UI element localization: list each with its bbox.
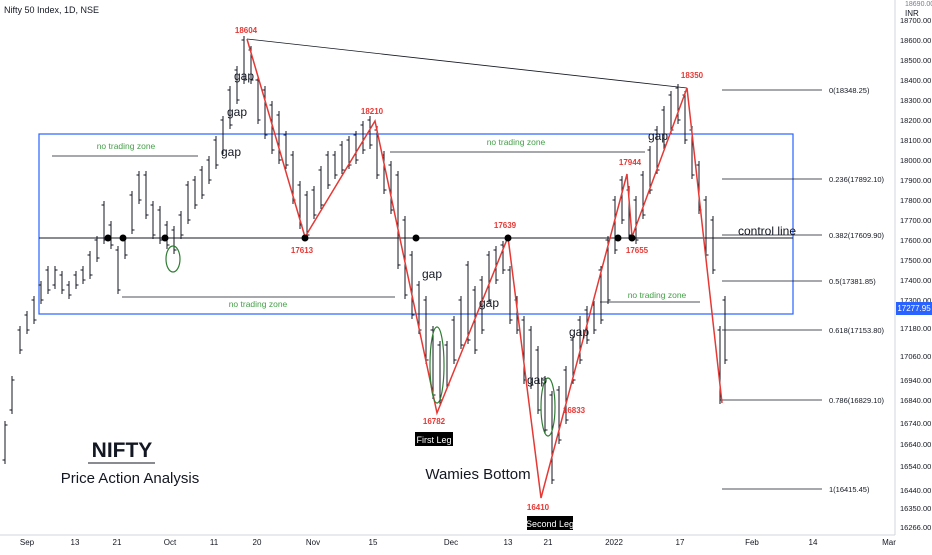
fib-label: 0(18348.25) [829,86,870,95]
swing-label: 17944 [619,158,642,167]
chart-title: NIFTY [92,439,153,462]
ellipse-highlight [429,326,445,404]
axis-currency: 18690.00 INR [905,0,932,18]
gap-label: gap [479,296,499,310]
y-tick-label: 18400.00 [900,76,931,85]
y-tick-label: 17800.00 [900,196,931,205]
gap-label: gap [221,145,241,159]
x-tick-label: 17 [676,538,685,547]
no-trading-zone-box [38,133,794,315]
second-leg-label: Second Leg [526,519,574,529]
control-point-dot [161,234,169,242]
y-tick-label: 18200.00 [900,116,931,125]
y-tick-label: 16840.00 [900,396,931,405]
y-tick-label: 16640.00 [900,440,931,449]
last-price-tag: 17277.95 [896,302,932,315]
swing-label: 18604 [235,26,258,35]
y-tick-label: 16740.00 [900,419,931,428]
gap-label: gap [234,69,254,83]
x-tick-label: 13 [504,538,513,547]
axis-currency-label: INR [905,9,919,18]
x-tick-label: Mar [882,538,896,547]
y-tick-label: 17400.00 [900,276,931,285]
y-tick-label: 18000.00 [900,156,931,165]
y-tick-label: 16540.00 [900,462,931,471]
control-point-dot [301,234,309,242]
x-tick-label: 21 [113,538,122,547]
no-trading-zone-label: no trading zone [487,137,546,147]
y-tick-label: 18300.00 [900,96,931,105]
ellipse-highlight [165,245,181,273]
pattern-label: Wamies Bottom [425,466,530,483]
fib-label: 1(16415.45) [829,485,870,494]
gap-label: gap [569,325,589,339]
y-tick-label: 17180.00 [900,324,931,333]
control-point-dot [412,234,420,242]
x-tick-label: 13 [71,538,80,547]
x-tick-label: Sep [20,538,35,547]
x-tick-label: 14 [809,538,818,547]
y-tick-label: 17500.00 [900,256,931,265]
first-leg-label: First Leg [416,435,451,445]
y-tick-label: 17060.00 [900,352,931,361]
no-trading-zone-label: no trading zone [628,290,687,300]
x-tick-label: Oct [164,538,177,547]
y-tick-label: 17900.00 [900,176,931,185]
y-tick-label: 18600.00 [900,36,931,45]
x-tick-label: 15 [369,538,378,547]
fib-label: 0.618(17153.80) [829,326,885,335]
second-leg-box [527,516,573,530]
x-tick-label: 11 [210,538,219,547]
control-point-dot [104,234,112,242]
control-point-dot [628,234,636,242]
gap-label: gap [227,105,247,119]
swing-label: 18350 [681,71,704,80]
swing-label: 18210 [361,107,384,116]
y-tick-label: 17300.00 [900,296,931,305]
y-tick-label: 16350.00 [900,504,931,513]
control-line-label: control line [738,224,796,238]
ellipse-highlight [540,377,556,437]
y-tick-label: 17700.00 [900,216,931,225]
x-tick-label: 20 [253,538,262,547]
gap-label: gap [422,267,442,281]
gap-label: gap [527,373,547,387]
control-point-dot [119,234,127,242]
x-tick-label: Feb [745,538,759,547]
y-tick-label: 17600.00 [900,236,931,245]
y-tick-label: 16266.00 [900,523,931,532]
swing-label: 16782 [423,417,446,426]
zigzag-line [246,38,723,499]
fib-label: 0.236(17892.10) [829,175,885,184]
y-tick-label: 18100.00 [900,136,931,145]
swing-label: 16410 [527,503,550,512]
chart-subtitle: Price Action Analysis [61,470,199,487]
swing-label: 17613 [291,246,314,255]
no-trading-zone-label: no trading zone [229,299,288,309]
fib-label: 0.5(17381.85) [829,277,876,286]
x-tick-label: 2022 [605,538,623,547]
swing-label: 17639 [494,221,517,230]
y-tick-label: 16940.00 [900,376,931,385]
control-point-dot [504,234,512,242]
x-tick-label: 21 [544,538,553,547]
fib-label: 0.786(16829.10) [829,396,885,405]
axis-top-label: 18690.00 [905,1,932,8]
x-tick-label: Dec [444,538,458,547]
first-leg-box [415,432,453,446]
y-tick-label: 18700.00 [900,16,931,25]
swing-label: 17655 [626,246,649,255]
fib-label: 0.382(17609.90) [829,231,885,240]
x-tick-label: Nov [306,538,320,547]
swing-label: 16833 [563,406,586,415]
no-trading-zone-label: no trading zone [97,141,156,151]
control-point-dot [614,234,622,242]
gap-label: gap [648,129,668,143]
y-tick-label: 16440.00 [900,486,931,495]
symbol-header: Nifty 50 Index, 1D, NSE [4,5,100,15]
y-tick-label: 18500.00 [900,56,931,65]
trend-line [246,38,688,89]
